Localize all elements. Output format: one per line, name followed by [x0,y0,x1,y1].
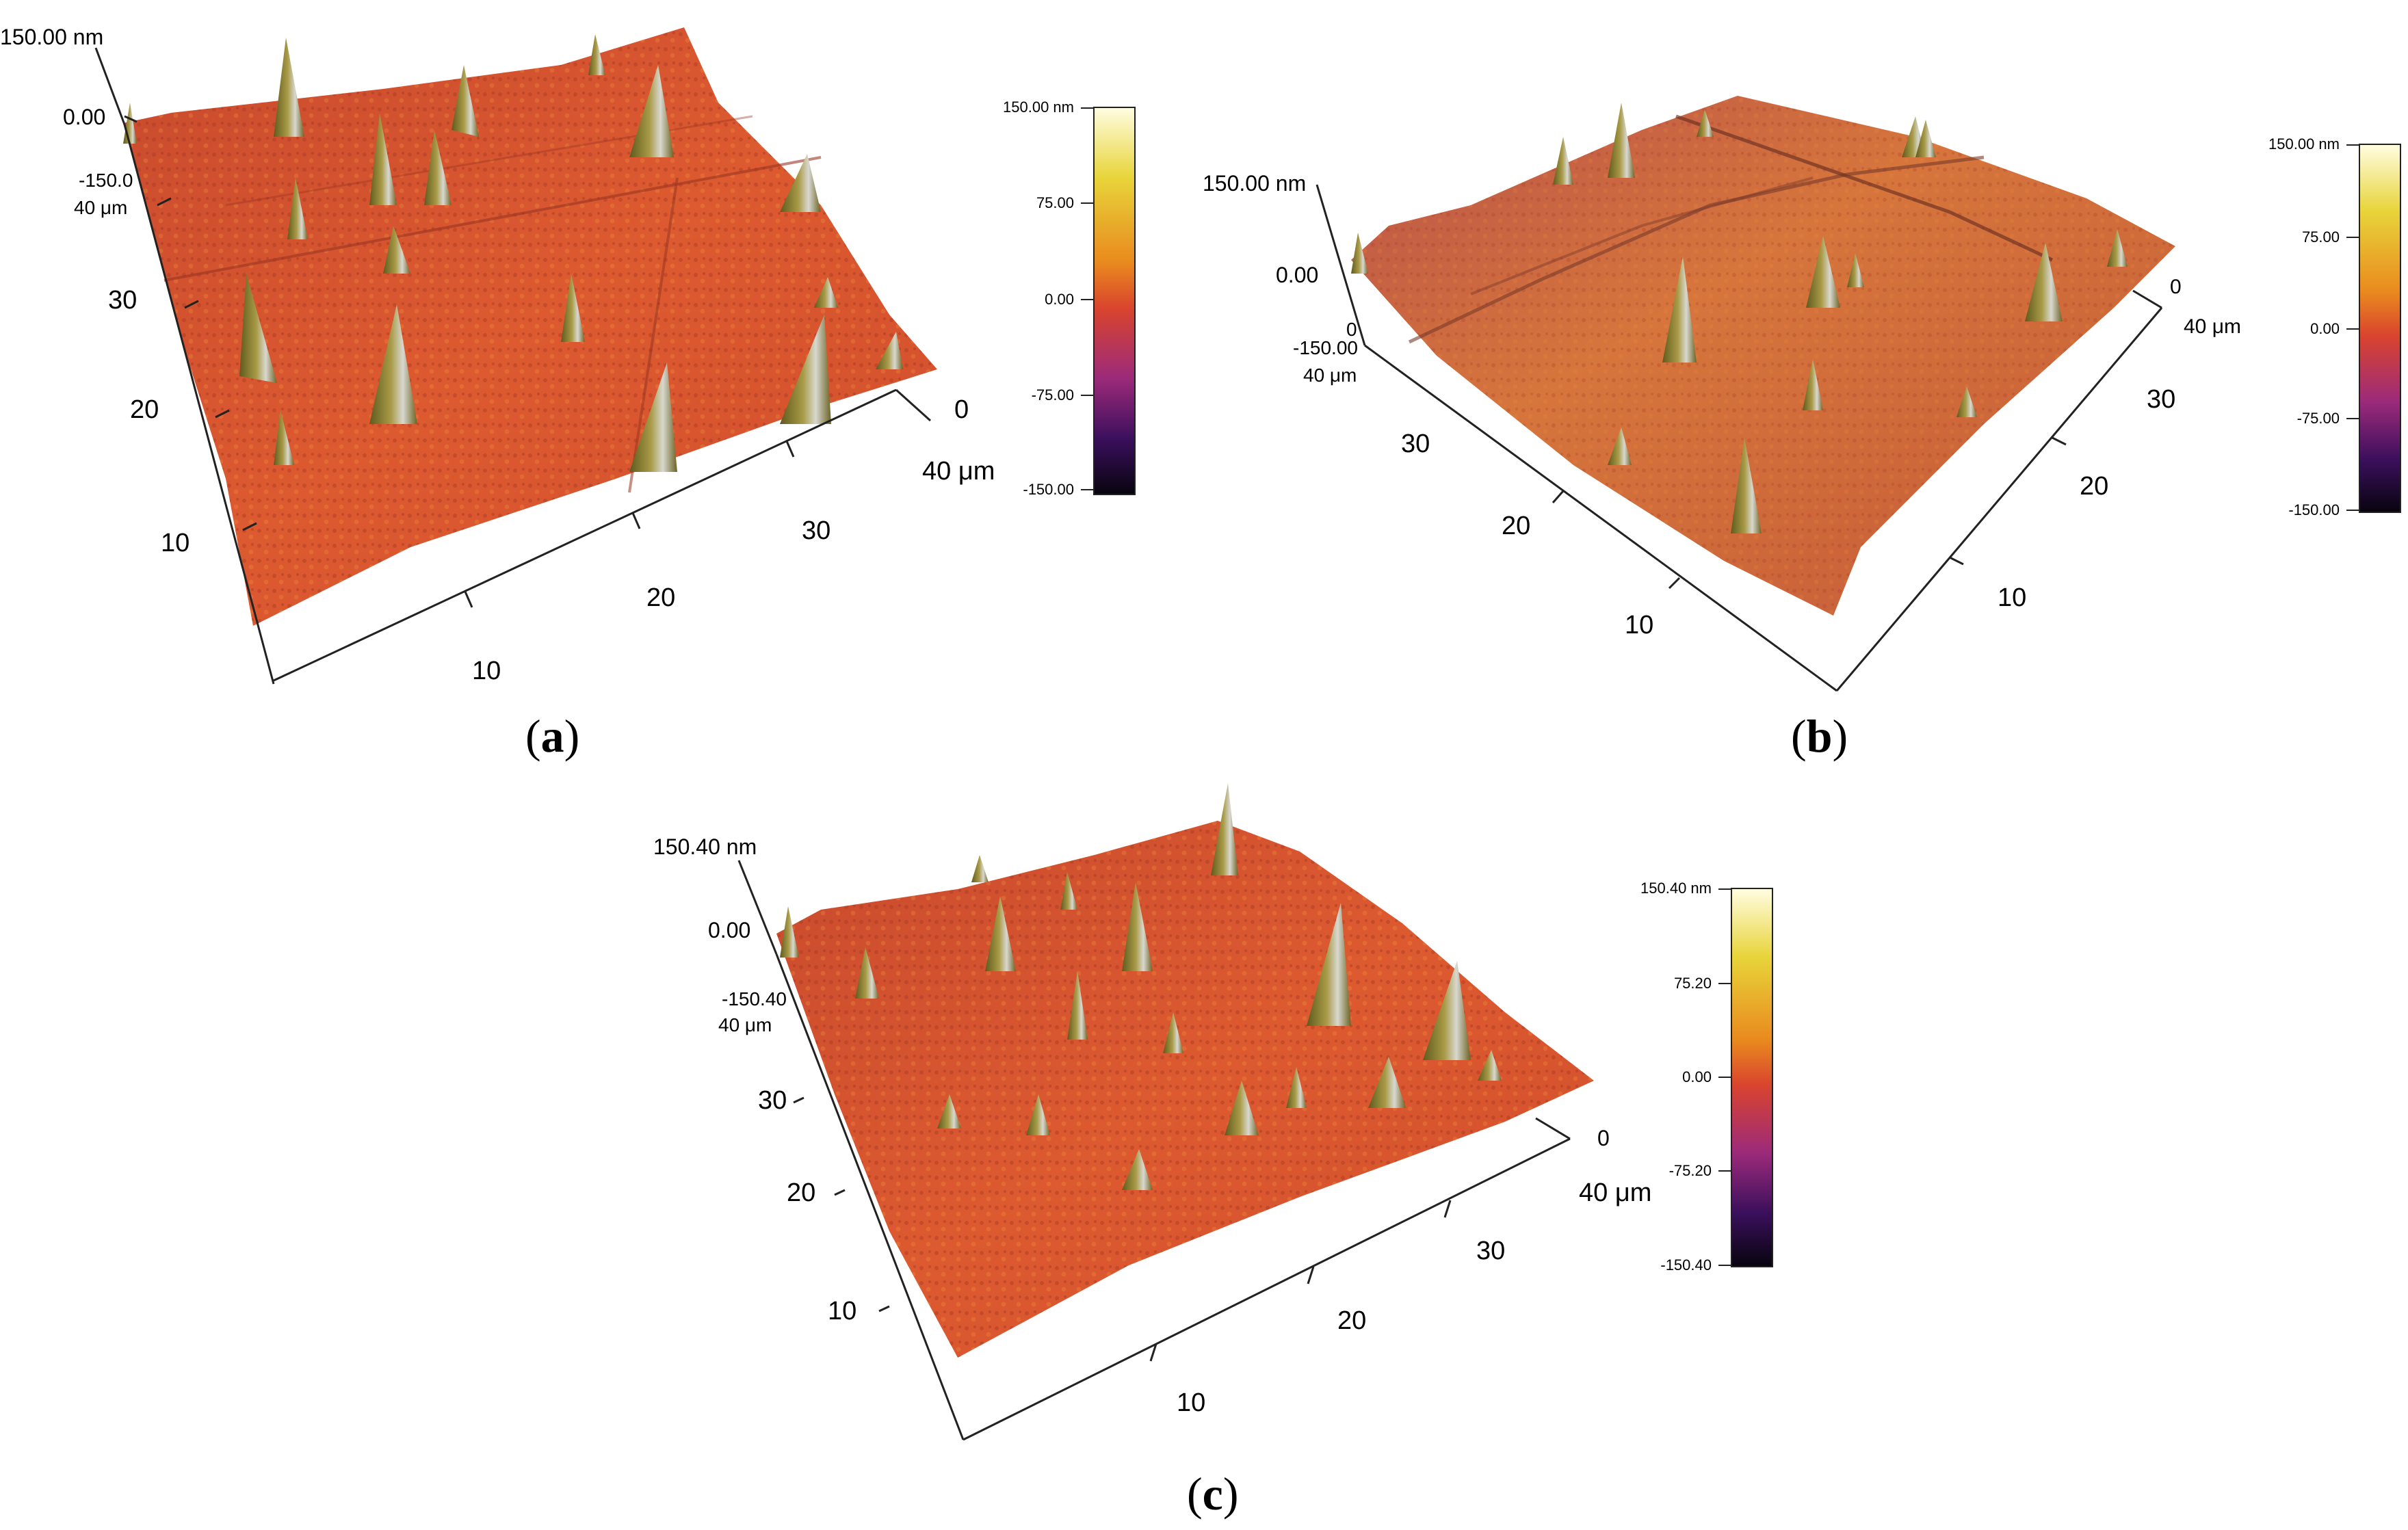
y-tick-10-b: 10 [1625,611,1654,639]
origin-label-c: 0 [1597,1126,1610,1150]
y-tick-30-b: 30 [1401,430,1430,458]
caption-c: (c) [1187,1468,1239,1520]
colorbar-a [1093,107,1136,495]
z-axis-bottom-label-b: -150.00 [1293,337,1358,358]
colorbar-tick-a-0: 150.00 nm [1003,98,1074,116]
x-tick-10-c: 10 [1177,1388,1206,1417]
x-tick-20-a: 20 [646,583,676,612]
colorbar-tick-b-4: -150.00 [2288,501,2340,518]
colorbar-b [2359,144,2401,513]
colorbar-tick-c-4: -150.40 [1660,1256,1712,1274]
colorbar-tick-b-2: 0.00 [2310,320,2340,337]
colorbar-tick-c-3: -75.20 [1668,1162,1712,1179]
z-axis-zero-label-a: 0.00 [63,105,106,129]
x-tick-20-b: 20 [2080,472,2109,501]
colorbar-tick-c-0: 150.40 nm [1640,880,1712,897]
colorbar-tick-a-1: 75.00 [1036,194,1074,211]
x-tick-30-c: 30 [1476,1237,1506,1265]
axes-c [737,860,1571,1441]
z-axis-bottom-label-a: -150.0 [79,170,133,191]
colorbar-tick-a-4: -150.00 [1023,481,1074,498]
axes-a [94,47,932,685]
caption-b: (b) [1791,710,1848,762]
x-tick-30-a: 30 [802,516,831,545]
x-tick-10-a: 10 [472,657,501,685]
x-axis-max-label-a: 40 μm [922,457,995,486]
y-tick-10-a: 10 [161,529,190,557]
y-origin-label-b: 0 [1346,319,1357,340]
y-tick-10-c: 10 [828,1297,857,1325]
z-axis-zero-label-c: 0.00 [708,918,751,942]
x-tick-10-b: 10 [1998,583,2027,612]
x-axis-max-label-c: 40 μm [1579,1178,1652,1207]
colorbar-tick-b-1: 75.00 [2301,228,2340,246]
caption-a: (a) [525,710,580,762]
y-tick-30-c: 30 [758,1086,787,1115]
x-tick-30-b: 30 [2147,385,2176,414]
y-tick-20-b: 20 [1502,512,1531,540]
y-tick-20-c: 20 [787,1178,816,1207]
y-axis-max-label-b: 40 μm [1303,365,1357,386]
axes-b [1316,184,2163,692]
y-tick-20-a: 20 [130,395,159,424]
z-axis-top-label-c: 150.40 nm [653,834,757,859]
colorbar-tick-a-3: -75.00 [1031,386,1074,404]
colorbar-tick-a-2: 0.00 [1045,291,1074,308]
colorbar-tick-c-1: 75.20 [1673,975,1712,992]
z-axis-bottom-label-c: -150.40 [722,988,787,1010]
origin-label-a: 0 [954,395,969,424]
colorbar-tick-c-2: 0.00 [1682,1068,1712,1085]
z-axis-top-label-a: 150.00 nm [0,25,104,49]
colorbar-c [1731,888,1773,1267]
x-axis-max-label-b: 40 μm [2184,315,2241,338]
colorbar-tick-b-0: 150.00 nm [2268,135,2340,153]
z-axis-top-label-b: 150.00 nm [1203,171,1307,196]
x-tick-20-c: 20 [1337,1306,1367,1335]
z-axis-zero-label-b: 0.00 [1276,263,1319,287]
peaks-b [1351,103,2128,533]
y-axis-max-label-a: 40 μm [74,197,128,218]
origin-label-b: 0 [2170,276,2182,298]
colorbar-tick-b-3: -75.00 [2296,410,2340,427]
y-axis-max-label-c: 40 μm [718,1014,772,1036]
peaks-c [780,783,1502,1190]
y-tick-30-a: 30 [108,286,138,315]
